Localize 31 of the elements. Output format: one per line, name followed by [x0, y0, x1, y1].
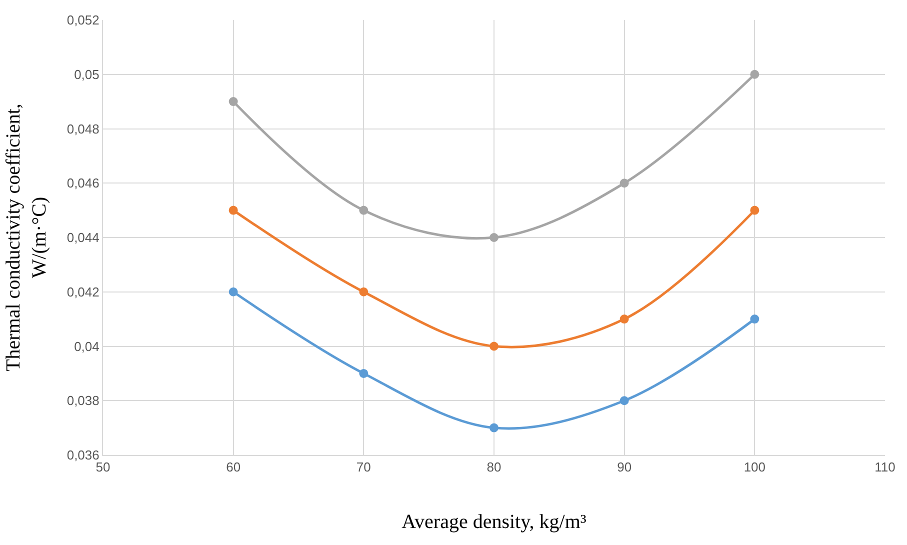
- x-axis-title: Average density, kg/m³: [402, 511, 586, 534]
- y-tick-label: 0,044: [66, 230, 100, 246]
- y-tick-label: 0,04: [74, 338, 100, 354]
- point: [490, 423, 498, 432]
- y-tick-label: 0,048: [66, 121, 100, 136]
- point: [750, 206, 760, 215]
- x-tick-label: 110: [874, 460, 896, 475]
- point: [750, 314, 760, 324]
- y-tick-label: 0,05: [74, 66, 100, 82]
- point: [620, 178, 629, 188]
- x-tick-label: 60: [226, 460, 241, 475]
- x-tick-label: 70: [356, 460, 371, 475]
- point: [359, 287, 368, 296]
- x-tick-label: 80: [486, 460, 502, 475]
- point: [228, 206, 238, 215]
- point: [359, 206, 368, 215]
- point: [490, 342, 498, 351]
- x-tick-label: 100: [744, 460, 766, 475]
- point: [490, 233, 498, 242]
- point: [228, 287, 238, 296]
- point: [620, 396, 629, 406]
- point: [359, 368, 368, 378]
- y-tick-label: 0,046: [66, 176, 100, 191]
- y-axis-title: Thermal conductivity coefficient, W/(m·°C): [2, 104, 50, 372]
- x-tick-label: 90: [617, 460, 632, 475]
- y-tick-label: 0,038: [66, 393, 100, 408]
- point: [750, 70, 760, 79]
- point: [228, 97, 238, 106]
- y-tick-label: 0,052: [66, 12, 100, 28]
- point: [620, 314, 629, 324]
- y-tick-label: 0,042: [66, 284, 100, 300]
